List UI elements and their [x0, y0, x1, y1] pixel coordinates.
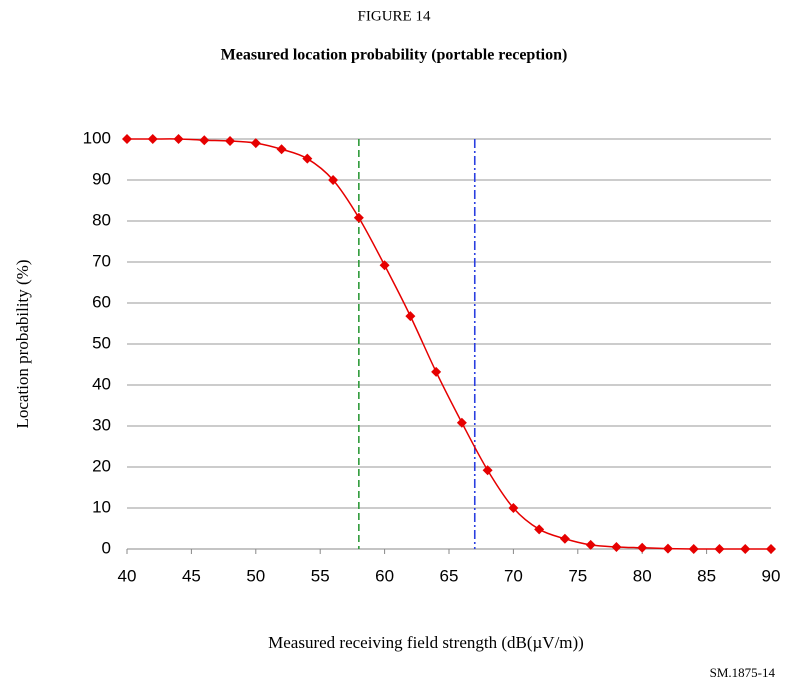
x-tick-label: 40	[118, 566, 137, 585]
y-tick-label: 70	[92, 251, 111, 270]
data-point	[585, 539, 596, 550]
y-tick-label: 90	[92, 169, 111, 188]
data-point	[173, 134, 184, 144]
x-tick-label: 75	[568, 566, 587, 585]
x-tick-label: 85	[697, 566, 716, 585]
x-tick-label: 70	[504, 566, 523, 585]
data-point	[662, 543, 673, 554]
y-tick-label: 40	[92, 374, 111, 393]
data-point	[766, 544, 776, 554]
data-point	[405, 311, 416, 322]
data-point	[611, 541, 622, 552]
y-tick-label: 80	[92, 210, 111, 229]
data-point	[508, 503, 519, 513]
data-point	[122, 134, 132, 144]
data-point	[740, 544, 751, 554]
data-point	[456, 417, 467, 428]
data-point	[637, 542, 648, 553]
data-point	[688, 544, 699, 554]
data-point	[225, 136, 236, 147]
chart-title: Measured location probability (portable …	[221, 47, 568, 64]
data-point	[714, 544, 725, 554]
data-point	[353, 212, 364, 223]
y-tick-label: 30	[92, 415, 111, 434]
x-axis-label: Measured receiving field strength (dB(µV…	[268, 633, 584, 652]
data-point	[199, 135, 210, 146]
x-tick-label: 60	[375, 566, 394, 585]
y-tick-label: 0	[102, 538, 111, 557]
data-point	[534, 524, 545, 535]
y-tick-label: 20	[92, 456, 111, 475]
y-tick-label: 50	[92, 333, 111, 352]
figure-label: FIGURE 14	[358, 8, 431, 24]
data-point	[250, 138, 261, 149]
y-axis-label: Location probability (%)	[13, 259, 32, 428]
y-tick-label: 60	[92, 292, 111, 311]
data-point	[147, 134, 158, 144]
x-tick-label: 55	[311, 566, 330, 585]
data-point	[302, 153, 313, 164]
data-point	[431, 366, 442, 377]
x-tick-label: 65	[440, 566, 459, 585]
x-tick-label: 45	[182, 566, 201, 585]
y-tick-label: 10	[92, 497, 111, 516]
x-tick-label: 90	[762, 566, 781, 585]
source-label: SM.1875-14	[710, 665, 776, 680]
y-tick-label: 100	[83, 128, 111, 147]
data-point	[482, 465, 493, 476]
data-point	[559, 533, 570, 544]
data-point	[379, 260, 390, 271]
data-point	[328, 175, 339, 185]
x-tick-label: 50	[246, 566, 265, 585]
data-point	[276, 144, 287, 155]
x-tick-label: 80	[633, 566, 652, 585]
